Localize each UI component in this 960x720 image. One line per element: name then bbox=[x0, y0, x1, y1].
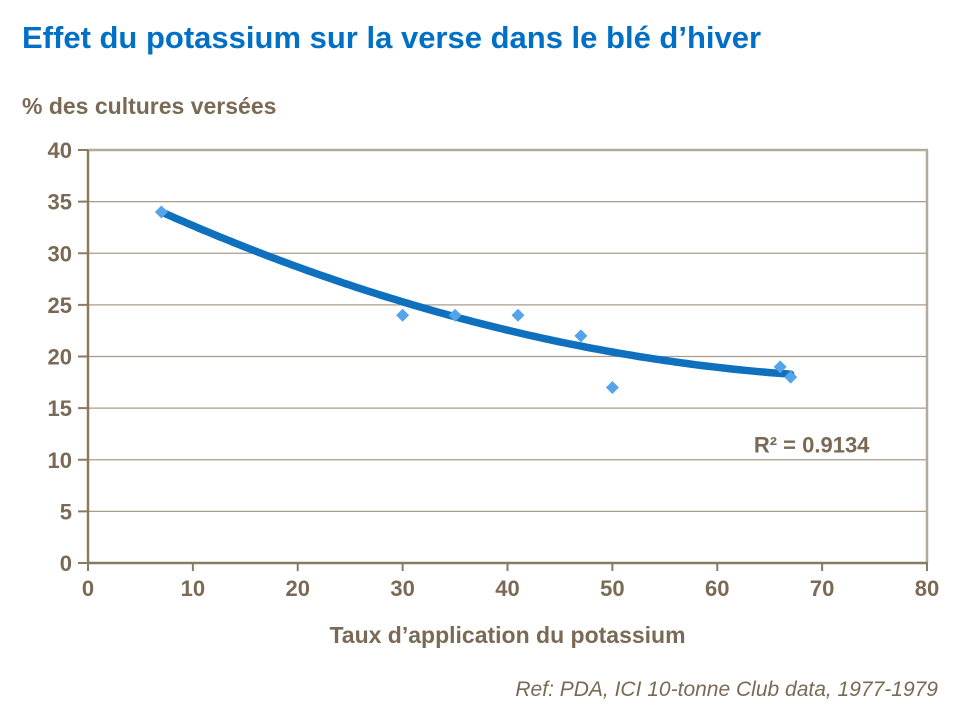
y-tick-label: 10 bbox=[48, 448, 72, 473]
x-tick-label: 0 bbox=[82, 576, 94, 601]
trend-line bbox=[157, 208, 795, 378]
y-tick-label: 15 bbox=[48, 396, 72, 421]
r-squared-label: R² = 0.9134 bbox=[754, 432, 870, 457]
x-tick-label: 30 bbox=[390, 576, 414, 601]
x-tick-label: 40 bbox=[495, 576, 519, 601]
x-tick-label: 60 bbox=[705, 576, 729, 601]
scatter-point bbox=[511, 308, 525, 322]
scatter-point bbox=[773, 360, 787, 374]
y-tick-label: 25 bbox=[48, 293, 72, 318]
y-tick-label: 0 bbox=[60, 551, 72, 576]
chart-title: Effet du potassium sur la verse dans le … bbox=[22, 20, 762, 55]
scatter-point bbox=[574, 329, 588, 343]
x-axis-title: Taux d’application du potassium bbox=[329, 622, 686, 648]
y-tick-label: 35 bbox=[48, 190, 72, 215]
scatter-point bbox=[784, 370, 798, 384]
x-tick-label: 50 bbox=[600, 576, 624, 601]
scatter-point bbox=[448, 308, 462, 322]
y-tick-label: 40 bbox=[48, 138, 72, 163]
scatter-point bbox=[154, 205, 168, 219]
y-tick-label: 20 bbox=[48, 345, 72, 370]
scatter-point bbox=[396, 308, 410, 322]
x-tick-label: 80 bbox=[915, 576, 939, 601]
x-tick-label: 10 bbox=[181, 576, 205, 601]
y-tick-label: 5 bbox=[60, 499, 72, 524]
y-axis-unit-label: % des cultures versées bbox=[22, 93, 277, 119]
x-tick-label: 70 bbox=[810, 576, 834, 601]
reference-note: Ref: PDA, ICI 10-tonne Club data, 1977-1… bbox=[515, 678, 938, 701]
x-tick-label: 20 bbox=[286, 576, 310, 601]
y-tick-label: 30 bbox=[48, 241, 72, 266]
scatter-point bbox=[605, 380, 619, 394]
